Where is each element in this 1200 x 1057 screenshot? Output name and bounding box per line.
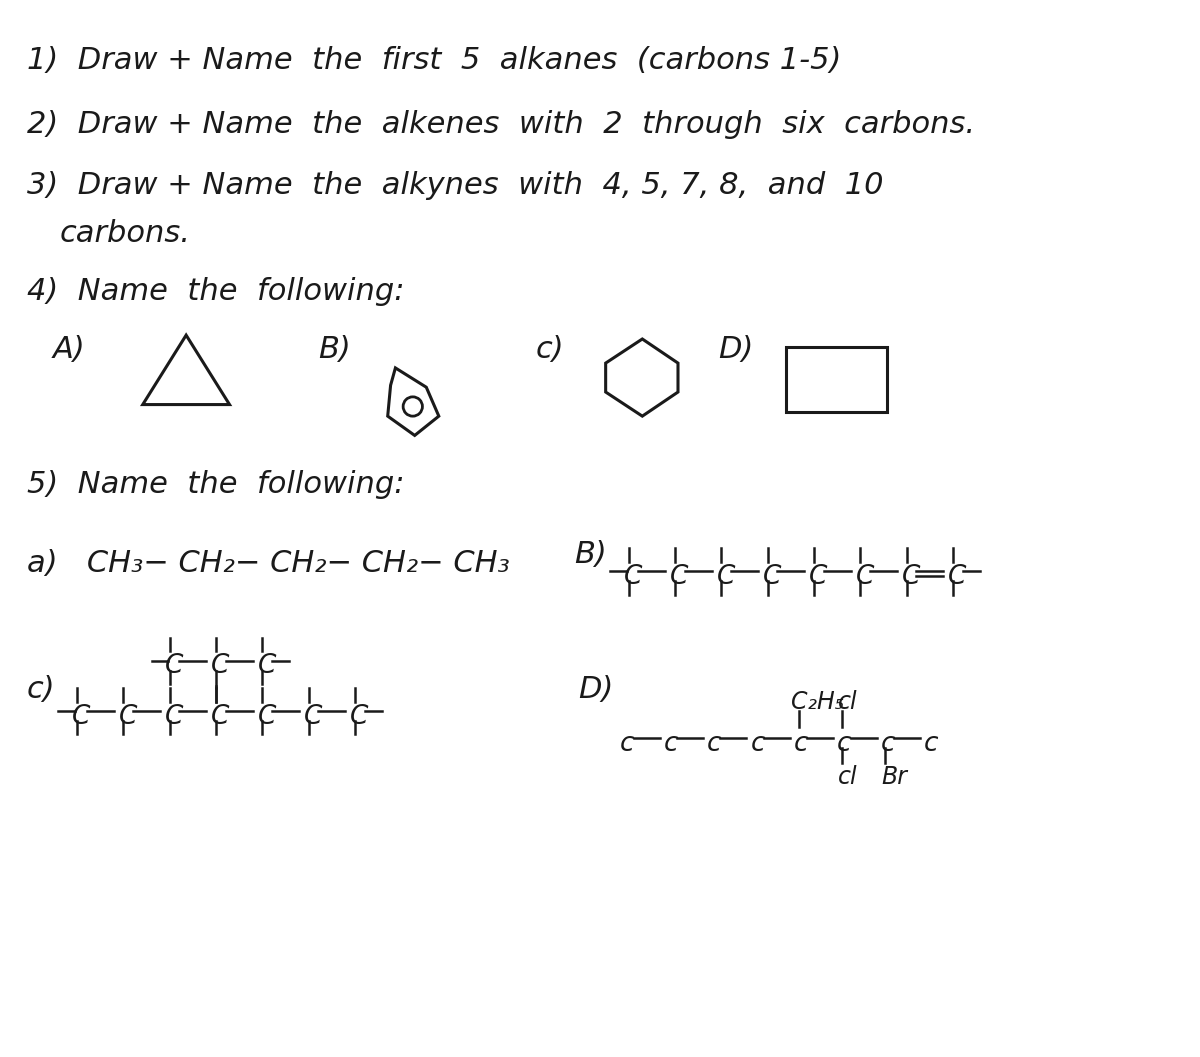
Text: B): B)	[318, 335, 352, 364]
Text: cl: cl	[838, 765, 858, 790]
Text: D): D)	[578, 674, 614, 704]
Text: C: C	[763, 563, 781, 590]
Text: C: C	[72, 704, 91, 729]
Text: cl: cl	[838, 690, 858, 715]
Text: C: C	[164, 653, 184, 680]
Text: carbons.: carbons.	[60, 220, 191, 248]
Text: c: c	[881, 730, 895, 757]
Text: c: c	[750, 730, 764, 757]
Text: C: C	[164, 704, 184, 729]
Text: c: c	[838, 730, 852, 757]
Text: C: C	[304, 704, 322, 729]
Text: 1)  Draw + Name  the  first  5  alkanes  (carbons 1-5): 1) Draw + Name the first 5 alkanes (carb…	[28, 45, 841, 75]
Text: 3)  Draw + Name  the  alkynes  with  4, 5, 7, 8,  and  10: 3) Draw + Name the alkynes with 4, 5, 7,…	[28, 171, 883, 200]
Text: c): c)	[28, 674, 55, 704]
Text: Br: Br	[882, 765, 907, 790]
Text: C: C	[671, 563, 689, 590]
Text: C: C	[258, 704, 276, 729]
Text: c): c)	[535, 335, 564, 364]
Text: c: c	[793, 730, 809, 757]
Text: D): D)	[719, 335, 754, 364]
Text: C: C	[856, 563, 874, 590]
Text: c: c	[707, 730, 721, 757]
Text: 2)  Draw + Name  the  alkenes  with  2  through  six  carbons.: 2) Draw + Name the alkenes with 2 throug…	[28, 110, 976, 140]
Text: c: c	[664, 730, 678, 757]
Text: C: C	[258, 653, 276, 680]
Text: c: c	[620, 730, 635, 757]
Text: C: C	[211, 704, 229, 729]
Text: C: C	[716, 563, 734, 590]
Text: C: C	[624, 563, 642, 590]
Text: C: C	[350, 704, 368, 729]
Text: C: C	[119, 704, 137, 729]
Text: C₂H₅: C₂H₅	[791, 690, 844, 715]
Text: C: C	[211, 653, 229, 680]
Text: A): A)	[53, 335, 85, 364]
Text: B): B)	[574, 539, 606, 569]
Text: 4)  Name  the  following:: 4) Name the following:	[28, 277, 404, 307]
Text: C: C	[901, 563, 920, 590]
Text: C: C	[809, 563, 828, 590]
Text: 5)  Name  the  following:: 5) Name the following:	[28, 470, 404, 499]
Text: a)   CH₃− CH₂− CH₂− CH₂− CH₃: a) CH₃− CH₂− CH₂− CH₂− CH₃	[28, 550, 510, 578]
Text: c: c	[924, 730, 938, 757]
Text: C: C	[948, 563, 966, 590]
